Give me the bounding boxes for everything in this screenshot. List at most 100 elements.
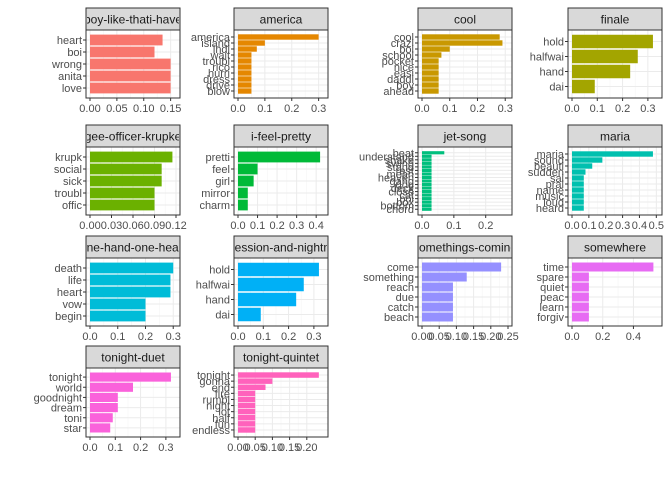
facet-panel: tonight-duet tonightworldgoodnightdreamto… [34,345,181,454]
bar [90,34,163,46]
x-tick-label: 0.0 [564,331,579,343]
bar [422,168,432,172]
y-tick-label: music [535,191,564,203]
y-tick-label: krupk [55,152,82,164]
y-tick-label: easi [394,68,414,80]
bar [422,58,439,64]
x-tick-label: 0.15 [279,442,300,454]
bar [572,175,584,181]
y-tick-label: hold [209,265,230,277]
y-tick-label: mirror [201,188,230,200]
bar [238,262,319,277]
bar [572,163,593,169]
panel-border [567,146,663,216]
facet-strip-title: one-hand-one-heart [80,241,187,255]
y-tick-label: boi [67,47,82,59]
x-tick-label: 0.2 [284,103,299,115]
y-tick-label: rest [396,165,414,177]
panel-border [85,367,181,438]
facet-panel: one-hand-one-heart deathlifeheartvowbegin… [54,235,187,343]
y-tick-label: deck [391,183,415,195]
x-tick-label: 0.09 [144,220,165,232]
y-tick-label: pocket [382,56,414,68]
x-tick-label: 0.1 [446,220,461,232]
bar [238,396,256,403]
bar [238,384,266,390]
bar [238,187,248,199]
bar [422,64,439,70]
bar [422,40,503,46]
x-tick-label: 0.0 [230,103,245,115]
bar [238,378,273,384]
bar [238,199,248,211]
y-tick-label: dai [549,82,564,94]
x-tick-label: 0.3 [166,331,181,343]
x-tick-label: 0.2 [595,331,610,343]
y-tick-label: heart [57,35,82,47]
bar [90,372,171,382]
bar [572,79,595,94]
y-tick-label: blow [207,86,230,98]
y-tick-label: dog [396,180,414,192]
x-tick-label: 0.3 [498,103,513,115]
bar [238,175,254,187]
bar [90,58,171,70]
x-tick-label: 0.4 [309,220,324,232]
y-tick-label: daddi [387,74,414,86]
facet-panel: jet-song beatunderstandshakeswingstandres… [359,124,513,232]
bar [90,298,146,310]
facet-panel: tonight-quintet tonightgonnaendfirerumbln… [192,345,329,454]
x-tick-label: 0.2 [281,331,296,343]
y-tick-label: gonna [199,376,230,388]
bar [422,82,439,88]
y-tick-label: halfwai [530,52,564,64]
x-tick-label: 0.1 [108,442,123,454]
y-tick-label: end [212,382,230,394]
y-tick-label: troubl [202,56,230,68]
y-tick-label: beauti [534,161,564,173]
panel-border [233,29,329,99]
y-tick-label: troubl [54,188,82,200]
bar [422,197,432,201]
x-tick-label: 0.0 [414,220,429,232]
x-tick-label: 0.2 [133,442,148,454]
x-tick-label: 0.2 [138,331,153,343]
y-tick-label: boi [399,194,414,206]
y-tick-label: charm [199,200,230,212]
bar [572,169,586,175]
facet-strip-title: america [260,13,303,27]
panel-border [567,29,663,99]
y-tick-label: beach [384,312,414,324]
y-tick-label: hurri [208,68,230,80]
bar [90,82,171,94]
y-tick-label: halfwai [196,280,230,292]
y-tick-label: come [387,262,414,274]
x-tick-label: 0.3 [311,103,326,115]
bar [238,390,256,397]
y-tick-label: drive [206,80,230,92]
bar [422,70,439,76]
x-tick-label: 0.25 [497,331,518,343]
bar [238,421,256,427]
y-tick-label: dress [203,74,230,86]
x-tick-label: 0.00 [79,220,100,232]
y-tick-label: sound [534,155,564,167]
y-tick-label: rico [212,62,230,74]
facet-strip-title: tonight-quintet [243,351,320,365]
bar [422,200,432,204]
facet-panel: americaamericaislandindiwaittroublricohu… [191,7,329,115]
y-tick-label: nice [394,62,414,74]
x-tick-label: 0.15 [463,331,484,343]
y-tick-label: toni [64,413,82,425]
bar [572,292,589,302]
bar [572,187,584,193]
facet-strip-title: procession-and-nightmare [211,241,351,255]
y-tick-label: boy [396,80,414,92]
facet-strip-title: jet-song [443,130,487,144]
bar [422,190,432,194]
bar [238,151,321,163]
facet-strip-title: tonight-duet [101,351,165,365]
x-tick-label: 0.20 [480,331,501,343]
y-tick-label: feel [212,164,230,176]
